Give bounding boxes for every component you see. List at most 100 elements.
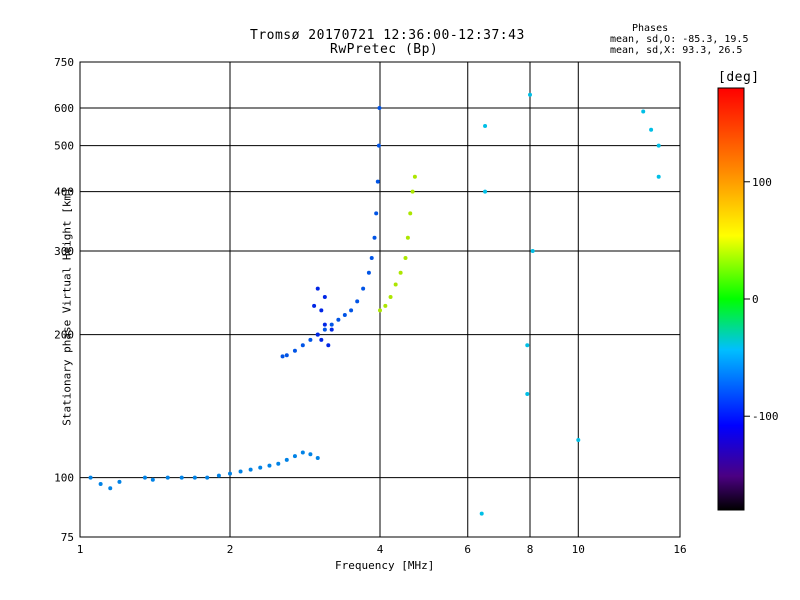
data-point <box>576 438 581 443</box>
grid-lines <box>80 62 680 537</box>
y-tick-label: 300 <box>54 245 74 258</box>
axis-ticks: 1 2 4 6 8 10 16 75 100 200 300 400 500 600 750 <box>54 56 687 556</box>
x-tick-label: 4 <box>377 543 384 556</box>
data-point <box>205 475 210 480</box>
data-point <box>142 475 147 480</box>
data-point <box>349 308 354 313</box>
data-point <box>322 322 327 327</box>
data-point <box>319 308 324 313</box>
data-point <box>398 270 403 275</box>
data-point <box>342 313 347 318</box>
data-point <box>322 327 327 332</box>
data-point <box>649 127 654 132</box>
x-axis-label: Frequency [MHz] <box>335 559 435 572</box>
data-point <box>361 286 366 291</box>
x-tick-label: 2 <box>227 543 234 556</box>
data-point <box>308 337 313 342</box>
data-point <box>403 256 408 261</box>
x-tick-label: 6 <box>464 543 471 556</box>
colorbar-tick-label: 0 <box>752 293 759 306</box>
stats-title: Phases <box>632 23 669 34</box>
data-point <box>108 486 113 491</box>
data-point <box>479 511 484 516</box>
plot-frame <box>79 61 681 538</box>
data-point <box>410 189 415 194</box>
data-point <box>376 143 381 148</box>
y-tick-label: 500 <box>54 140 74 153</box>
data-point <box>322 295 327 300</box>
x-tick-label: 8 <box>527 543 534 556</box>
data-point <box>483 189 488 194</box>
data-point <box>393 282 398 287</box>
data-point <box>284 457 289 462</box>
y-tick-label: 200 <box>54 329 74 342</box>
data-point <box>308 452 313 457</box>
colorbar-tick-label: 100 <box>752 176 772 189</box>
chart-subtitle: RwPretec (Bp) <box>330 42 439 57</box>
data-point <box>280 354 285 359</box>
data-point <box>315 455 320 460</box>
data-point <box>329 327 334 332</box>
data-point <box>383 303 388 308</box>
colorbar <box>717 87 745 511</box>
data-point <box>366 270 371 275</box>
colorbar-tick-label: -100 <box>752 410 779 423</box>
data-point <box>98 481 103 486</box>
chart-title: Tromsø 20170721 12:36:00-12:37:43 <box>250 28 525 43</box>
data-point <box>408 211 413 216</box>
data-point <box>276 461 281 466</box>
data-point <box>528 92 532 97</box>
y-tick-label: 400 <box>54 186 74 199</box>
data-point <box>117 479 122 484</box>
data-point <box>150 477 155 482</box>
data-point <box>258 465 263 470</box>
data-point <box>292 454 297 459</box>
data-point <box>378 308 382 313</box>
data-point <box>483 123 488 128</box>
data-point <box>656 143 661 148</box>
data-point <box>315 286 320 291</box>
data-point <box>641 109 646 114</box>
data-point <box>292 348 297 353</box>
data-point <box>216 473 221 478</box>
stats-line-x: mean, sd,X: 93.3, 26.5 <box>610 45 743 56</box>
data-point <box>656 174 661 179</box>
x-tick-label: 16 <box>673 543 686 556</box>
data-point <box>88 475 93 480</box>
data-point <box>300 450 305 455</box>
data-point <box>238 469 243 474</box>
data-point <box>377 106 382 111</box>
data-point <box>284 353 289 358</box>
data-point <box>388 295 393 300</box>
data-point <box>312 303 317 308</box>
data-point <box>179 475 184 480</box>
data-point <box>525 392 530 397</box>
data-point <box>355 299 360 304</box>
data-point <box>374 211 379 216</box>
data-point <box>412 174 417 179</box>
y-tick-label: 100 <box>54 472 74 485</box>
y-tick-label: 75 <box>61 531 74 544</box>
colorbar-ticks: 100 0 -100 <box>744 176 779 423</box>
data-point <box>525 343 530 348</box>
y-tick-label: 750 <box>54 56 74 69</box>
y-tick-label: 600 <box>54 102 74 115</box>
data-point <box>336 317 341 322</box>
stats-line-o: mean, sd,O: -85.3, 19.5 <box>610 34 749 45</box>
data-point <box>326 343 331 348</box>
data-point <box>300 343 305 348</box>
data-point <box>165 475 170 480</box>
data-point <box>405 235 410 240</box>
data-point <box>329 322 334 327</box>
data-point <box>248 467 253 472</box>
y-axis-label: Stationary phase Virtual Height [km] <box>60 187 74 426</box>
data-point <box>192 475 197 480</box>
data-point <box>267 463 272 468</box>
data-point <box>375 179 380 184</box>
data-point <box>319 337 324 342</box>
data-point <box>228 471 232 476</box>
colorbar-label: [deg] <box>718 70 760 85</box>
data-points <box>88 92 661 516</box>
data-point <box>315 332 320 337</box>
